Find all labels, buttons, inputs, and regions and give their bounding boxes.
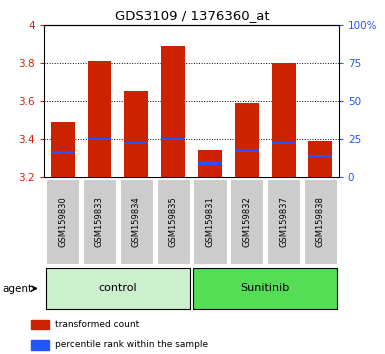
Bar xyxy=(193,179,226,264)
Text: transformed count: transformed count xyxy=(55,320,139,329)
Bar xyxy=(267,179,300,264)
Bar xyxy=(308,155,332,157)
Bar xyxy=(51,151,75,154)
Bar xyxy=(161,138,185,140)
Text: GDS3109 / 1376360_at: GDS3109 / 1376360_at xyxy=(115,9,270,22)
Text: control: control xyxy=(99,282,137,293)
Bar xyxy=(124,142,148,144)
Text: GSM159831: GSM159831 xyxy=(206,196,214,247)
Text: GSM159832: GSM159832 xyxy=(242,196,251,247)
Bar xyxy=(198,162,222,165)
Bar xyxy=(157,179,190,264)
Bar xyxy=(120,179,153,264)
Text: GSM159834: GSM159834 xyxy=(132,196,141,247)
Bar xyxy=(230,179,263,264)
Bar xyxy=(304,179,337,264)
Text: GSM159837: GSM159837 xyxy=(279,196,288,247)
Bar xyxy=(193,268,337,309)
Bar xyxy=(46,179,79,264)
Bar xyxy=(51,122,75,177)
Bar xyxy=(31,320,49,329)
Bar xyxy=(83,179,116,264)
Text: percentile rank within the sample: percentile rank within the sample xyxy=(55,340,208,349)
Bar xyxy=(271,142,296,144)
Text: GSM159833: GSM159833 xyxy=(95,196,104,247)
Bar xyxy=(308,141,332,177)
Text: GSM159830: GSM159830 xyxy=(58,196,67,247)
Bar xyxy=(87,138,112,140)
Bar xyxy=(161,46,185,177)
Text: GSM159838: GSM159838 xyxy=(316,196,325,247)
Bar xyxy=(87,61,112,177)
Text: GSM159835: GSM159835 xyxy=(169,196,177,247)
Bar xyxy=(31,341,49,350)
Text: agent: agent xyxy=(2,284,32,293)
Bar xyxy=(124,91,148,177)
Bar xyxy=(235,103,259,177)
Bar xyxy=(235,149,259,152)
Bar xyxy=(46,268,190,309)
Bar xyxy=(198,150,222,177)
Text: Sunitinib: Sunitinib xyxy=(241,282,290,293)
Bar xyxy=(271,63,296,177)
